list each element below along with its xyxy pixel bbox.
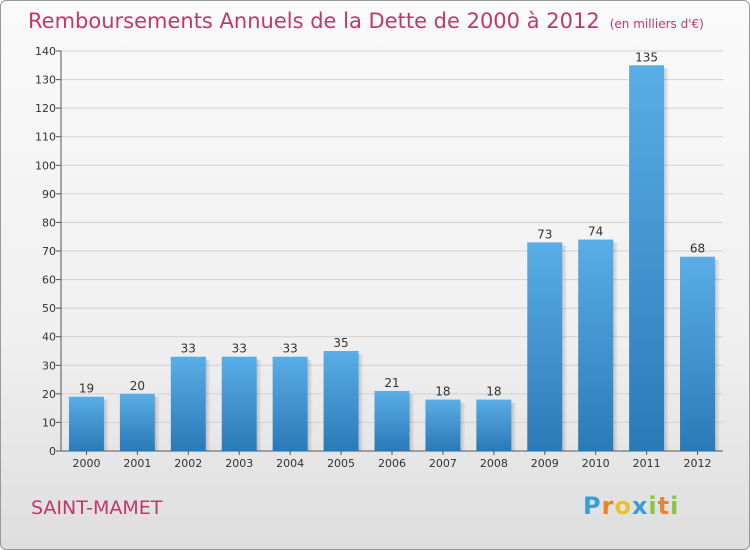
y-tick-label: 10 [42,416,56,429]
x-tick-label: 2009 [531,457,559,470]
bar [221,356,257,451]
bar-shadow [256,359,262,451]
y-tick-label: 130 [35,74,56,87]
x-tick-label: 2011 [633,457,661,470]
x-tick-label: 2002 [174,457,202,470]
chart-subtitle: (en milliers d'€) [609,17,704,31]
bar-shadow [307,359,313,451]
bar-value-label: 18 [435,385,450,399]
y-tick-label: 50 [42,302,56,315]
bar [272,356,308,451]
x-tick-label: 2001 [123,457,151,470]
bar-value-label: 19 [79,382,94,396]
y-tick-label: 20 [42,388,56,401]
logo-letter: i [648,492,658,520]
x-tick-label: 2006 [378,457,406,470]
bar [323,351,359,451]
bar [680,256,716,451]
logo-letter: P [583,492,602,520]
x-tick-label: 2010 [582,457,610,470]
bar-value-label: 33 [181,342,196,356]
y-tick-label: 0 [49,445,56,458]
x-tick-label: 2005 [327,457,355,470]
y-tick-label: 60 [42,274,56,287]
bar [119,393,155,451]
proxiti-logo: Proxiti [583,492,679,520]
y-tick-label: 40 [42,331,56,344]
x-tick-label: 2007 [429,457,457,470]
x-tick-label: 2000 [72,457,100,470]
commune-name: SAINT-MAMET [31,497,163,519]
bar-shadow [613,242,619,451]
logo-letter: o [614,492,632,520]
y-tick-label: 70 [42,245,56,258]
bar-shadow [664,68,670,452]
bar [578,239,614,451]
title-text: Remboursements Annuels de la Dette de 20… [28,9,600,33]
bar-layer [68,65,721,452]
y-tick-label: 30 [42,359,56,372]
logo-letter: t [657,492,671,520]
bar-shadow [205,359,211,451]
bar [629,65,665,452]
y-tick-label: 110 [35,131,56,144]
bar [170,356,206,451]
x-tick-label: 2012 [684,457,712,470]
chart-title: Remboursements Annuels de la Dette de 20… [28,9,704,33]
label-layer: 19 2000 20 2001 33 2002 33 2003 33 2004 35 2005 21 20… [72,50,711,470]
y-tick-label: 120 [35,102,56,115]
y-tick-label: 140 [35,45,56,58]
y-tick-label: 80 [42,216,56,229]
grid-layer [61,50,723,423]
bar-value-label: 21 [384,376,399,390]
bar-shadow [715,259,721,451]
bar-value-label: 68 [690,242,705,256]
bar-value-label: 20 [130,379,145,393]
bar-shadow [358,354,364,451]
bar [425,399,461,451]
x-tick-label: 2003 [225,457,253,470]
y-tick-label: 90 [42,188,56,201]
bar [527,242,563,451]
x-tick-label: 2004 [276,457,304,470]
logo-letter: r [601,492,615,520]
y-tick-label: 100 [35,159,56,172]
bar-value-label: 135 [635,50,658,64]
bar-shadow [460,402,466,451]
logo-letter: i [670,492,680,520]
bar-value-label: 74 [588,225,603,239]
bar-shadow [154,396,160,451]
bar-value-label: 33 [232,342,247,356]
bar-shadow [409,394,415,451]
bar-shadow [562,245,568,451]
bar-shadow [103,399,109,451]
bar-value-label: 33 [283,342,298,356]
bar-shadow [511,402,517,451]
bar-value-label: 73 [537,227,552,241]
bar [476,399,512,451]
x-tick-label: 2008 [480,457,508,470]
bar-value-label: 35 [333,336,348,350]
logo-letter: x [631,492,649,520]
bar [68,396,104,451]
bar-value-label: 18 [486,385,501,399]
bar [374,391,410,451]
